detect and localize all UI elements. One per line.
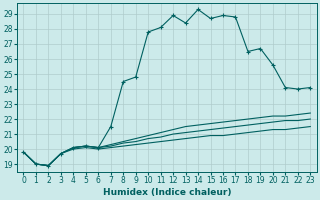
X-axis label: Humidex (Indice chaleur): Humidex (Indice chaleur) (103, 188, 231, 197)
